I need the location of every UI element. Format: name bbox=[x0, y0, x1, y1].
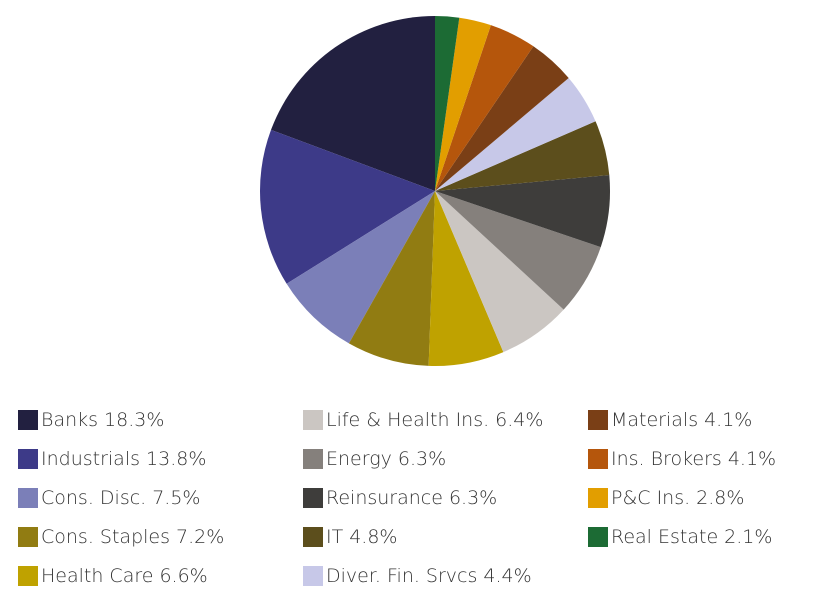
legend-label: IT 4.8% bbox=[326, 526, 398, 548]
legend-swatch bbox=[303, 488, 323, 508]
legend-label: Cons. Staples 7.2% bbox=[41, 526, 224, 548]
legend-swatch bbox=[303, 449, 323, 469]
legend-label: Energy 6.3% bbox=[326, 448, 446, 470]
legend-value: 2.1% bbox=[724, 526, 772, 548]
legend-label: Industrials 13.8% bbox=[41, 448, 206, 470]
legend-value: 6.3% bbox=[398, 448, 446, 470]
legend-category: Cons. Disc. bbox=[41, 487, 146, 509]
pie-slice bbox=[348, 191, 435, 366]
legend-category: Materials bbox=[611, 409, 698, 431]
legend-label: Materials 4.1% bbox=[611, 409, 752, 431]
legend-category: IT bbox=[326, 526, 344, 548]
legend-category: P&C Ins. bbox=[611, 487, 690, 509]
legend-category: Reinsurance bbox=[326, 487, 443, 509]
legend-swatch bbox=[588, 527, 608, 547]
legend-value: 18.3% bbox=[104, 409, 164, 431]
legend-value: 7.2% bbox=[176, 526, 224, 548]
legend-swatch bbox=[588, 410, 608, 430]
legend-value: 4.8% bbox=[349, 526, 397, 548]
legend-swatch bbox=[303, 566, 323, 586]
legend-label: Reinsurance 6.3% bbox=[326, 487, 497, 509]
pie-slice bbox=[286, 191, 435, 344]
legend-label: Cons. Disc. 7.5% bbox=[41, 487, 201, 509]
legend-value: 2.8% bbox=[696, 487, 744, 509]
legend-label: Life & Health Ins. 6.4% bbox=[326, 409, 543, 431]
legend-value: 4.1% bbox=[704, 409, 752, 431]
pie-slice bbox=[435, 78, 596, 191]
legend-label: Ins. Brokers 4.1% bbox=[611, 448, 776, 470]
pie-slice bbox=[435, 175, 610, 248]
pie-slice bbox=[435, 16, 460, 191]
legend-label: Banks 18.3% bbox=[41, 409, 164, 431]
legend-swatch bbox=[303, 527, 323, 547]
legend-value: 7.5% bbox=[152, 487, 200, 509]
legend-swatch bbox=[588, 488, 608, 508]
pie-slice bbox=[428, 191, 504, 366]
legend-swatch bbox=[18, 527, 38, 547]
legend-category: Ins. Brokers bbox=[611, 448, 722, 470]
legend-swatch bbox=[18, 488, 38, 508]
legend-value: 6.4% bbox=[495, 409, 543, 431]
legend-value: 4.1% bbox=[728, 448, 776, 470]
legend-label: Real Estate 2.1% bbox=[611, 526, 772, 548]
legend-swatch bbox=[18, 449, 38, 469]
legend-category: Life & Health Ins. bbox=[326, 409, 489, 431]
legend-category: Health Care bbox=[41, 565, 153, 587]
pie-slice bbox=[435, 121, 610, 191]
legend-category: Diver. Fin. Srvcs bbox=[326, 565, 477, 587]
pie-slice bbox=[435, 46, 569, 191]
pie-slice bbox=[259, 129, 435, 284]
legend-swatch bbox=[18, 410, 38, 430]
legend-category: Real Estate bbox=[611, 526, 718, 548]
legend-swatch bbox=[18, 566, 38, 586]
legend-label: P&C Ins. 2.8% bbox=[611, 487, 744, 509]
legend-value: 13.8% bbox=[146, 448, 206, 470]
legend-category: Industrials bbox=[41, 448, 140, 470]
legend-value: 4.4% bbox=[483, 565, 531, 587]
legend-value: 6.3% bbox=[449, 487, 497, 509]
legend-label: Diver. Fin. Srvcs 4.4% bbox=[326, 565, 532, 587]
legend-category: Energy bbox=[326, 448, 392, 470]
pie-slice bbox=[435, 17, 491, 192]
pie-slice bbox=[435, 191, 564, 353]
pie-slice bbox=[435, 191, 601, 310]
legend-category: Banks bbox=[41, 409, 98, 431]
legend-swatch bbox=[588, 449, 608, 469]
pie-slice bbox=[271, 16, 435, 191]
legend-swatch bbox=[303, 410, 323, 430]
pie-slice bbox=[435, 25, 534, 192]
legend-category: Cons. Staples bbox=[41, 526, 170, 548]
legend-label: Health Care 6.6% bbox=[41, 565, 208, 587]
legend-value: 6.6% bbox=[159, 565, 207, 587]
